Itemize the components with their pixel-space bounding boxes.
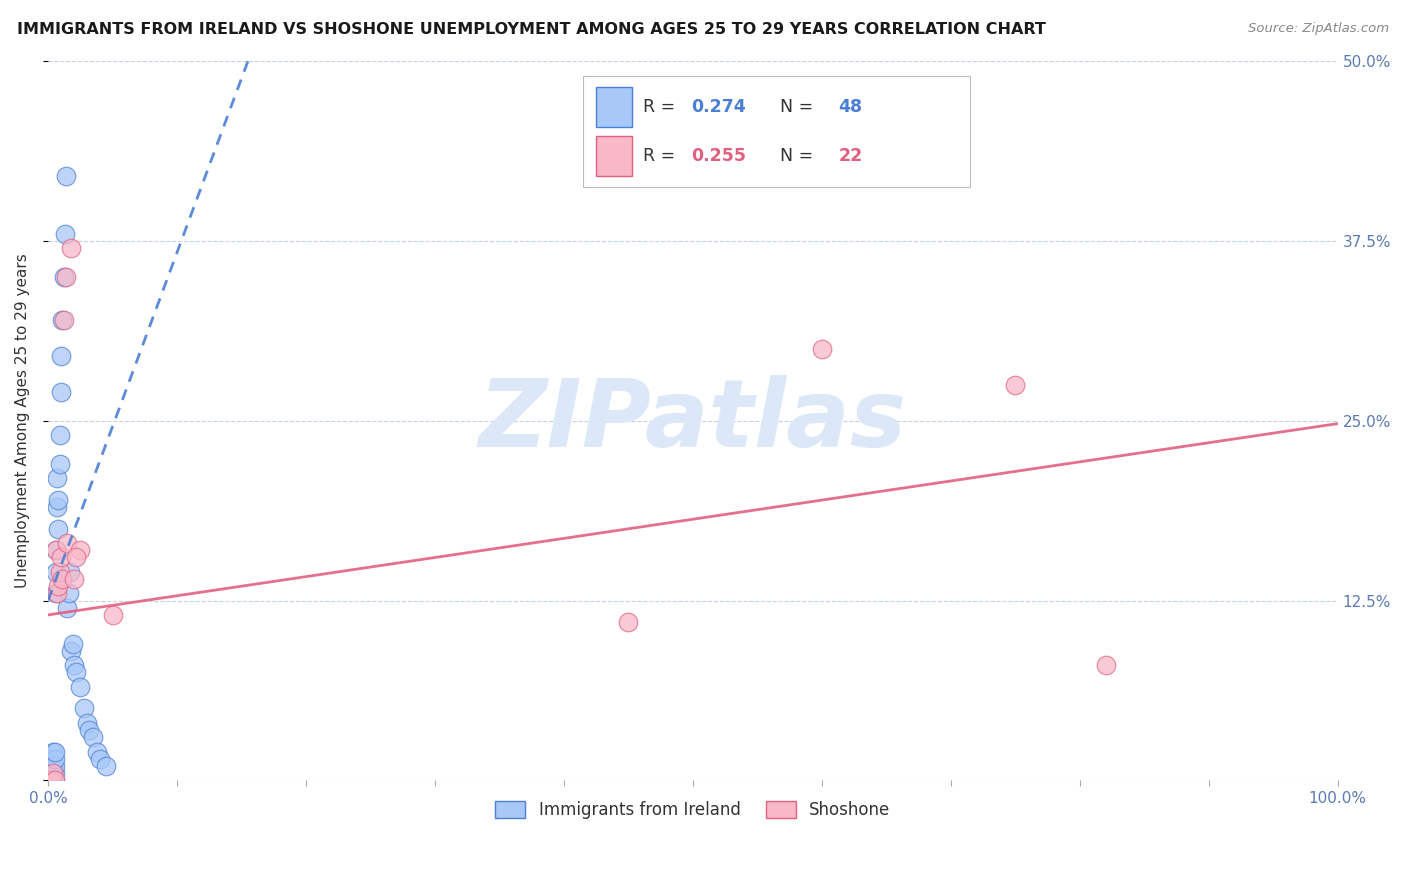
Point [65, 665, 87, 680]
Point [60, 644, 83, 658]
Point [39, 759, 62, 773]
Point [63, 658, 86, 673]
Point [42, 766, 65, 780]
Point [48, 522, 70, 536]
Point [44, 773, 66, 788]
Point [1094, 658, 1116, 673]
Point [48, 428, 70, 442]
Point [89, 752, 111, 766]
Point [44, 759, 66, 773]
Point [51, 572, 73, 586]
Point [52, 313, 75, 327]
Point [42, 745, 65, 759]
Point [44, 766, 66, 780]
Point [39, 773, 62, 788]
Point [41, 759, 63, 773]
Text: R =: R = [643, 147, 681, 165]
Text: N =: N = [769, 98, 818, 116]
Point [60, 241, 83, 255]
Text: 0.255: 0.255 [692, 147, 747, 165]
Point [56, 600, 79, 615]
Text: Source: ZipAtlas.com: Source: ZipAtlas.com [1249, 22, 1389, 36]
Point [48, 492, 70, 507]
Point [86, 745, 108, 759]
Point [49, 550, 72, 565]
Point [42, 766, 65, 780]
Point [41, 752, 63, 766]
Text: 0.274: 0.274 [692, 98, 747, 116]
Bar [596, 136, 633, 176]
Point [42, 773, 65, 788]
Text: 22: 22 [838, 147, 863, 165]
Point [46, 500, 69, 514]
Point [44, 752, 66, 766]
Point [59, 565, 82, 579]
Point [52, 269, 75, 284]
Point [65, 550, 87, 565]
Point [41, 766, 63, 780]
Point [49, 384, 72, 399]
Point [69, 680, 91, 694]
Point [69, 543, 91, 558]
Point [48, 579, 70, 593]
Point [39, 773, 62, 788]
Point [46, 471, 69, 485]
Y-axis label: Unemployment Among Ages 25 to 29 years: Unemployment Among Ages 25 to 29 years [15, 253, 30, 588]
Text: ZIPatlas: ZIPatlas [479, 375, 907, 467]
Text: R =: R = [643, 98, 681, 116]
Point [45, 543, 67, 558]
Text: 48: 48 [838, 98, 863, 116]
Text: N =: N = [769, 147, 818, 165]
Text: IMMIGRANTS FROM IRELAND VS SHOSHONE UNEMPLOYMENT AMONG AGES 25 TO 29 YEARS CORRE: IMMIGRANTS FROM IRELAND VS SHOSHONE UNEM… [17, 22, 1046, 37]
Legend: Immigrants from Ireland, Shoshone: Immigrants from Ireland, Shoshone [489, 795, 897, 826]
Point [49, 349, 72, 363]
Point [42, 759, 65, 773]
Point [810, 342, 832, 356]
Point [51, 313, 73, 327]
Point [1004, 377, 1026, 392]
Point [46, 586, 69, 600]
Point [44, 773, 66, 788]
FancyBboxPatch shape [583, 76, 970, 187]
Point [55, 269, 77, 284]
Point [41, 773, 63, 788]
Point [76, 715, 98, 730]
Point [56, 536, 79, 550]
Point [38, 766, 60, 780]
Point [48, 565, 70, 579]
Point [45, 586, 67, 600]
Point [101, 607, 124, 622]
Point [58, 586, 80, 600]
Point [48, 457, 70, 471]
Point [63, 572, 86, 586]
Point [73, 701, 96, 715]
Bar [596, 87, 633, 127]
Point [45, 565, 67, 579]
Point [38, 773, 60, 788]
Point [39, 766, 62, 780]
Point [44, 745, 66, 759]
Point [62, 637, 84, 651]
Point [41, 773, 63, 788]
Point [79, 723, 101, 737]
Point [53, 227, 76, 241]
Point [45, 543, 67, 558]
Point [55, 169, 77, 184]
Point [82, 730, 104, 744]
Point [94, 759, 117, 773]
Point [617, 615, 640, 629]
